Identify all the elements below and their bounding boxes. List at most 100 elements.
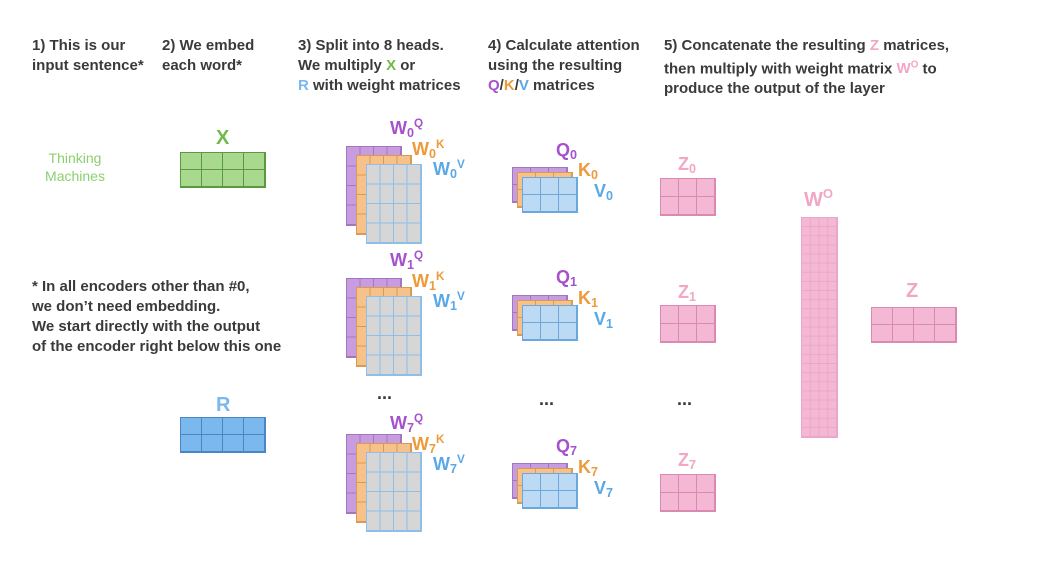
- k-label-head-7: K7: [578, 458, 598, 479]
- o: O: [910, 60, 919, 71]
- step-4-line-1: 4) Calculate attention: [488, 37, 640, 54]
- sup: V: [457, 290, 465, 303]
- q: Q: [556, 436, 571, 456]
- input-sentence: Thinking Machines: [36, 149, 114, 185]
- sub: 7: [450, 462, 458, 477]
- wv-label-head-7: W7V: [433, 454, 465, 476]
- v: V: [594, 181, 607, 201]
- v-label-head-1: V1: [594, 310, 613, 331]
- sub: 7: [407, 421, 415, 436]
- wk-label-head-7: W7K: [412, 434, 444, 456]
- step-4-v-mark: V: [518, 77, 529, 94]
- step-3-caption: 3) Split into 8 heads. We multiply X or …: [298, 36, 461, 96]
- step-4-caption: 4) Calculate attention using the resulti…: [488, 36, 640, 96]
- step-5-caption: 5) Concatenate the resulting Z matrices,…: [664, 36, 949, 99]
- wk-label-head-1: W1K: [412, 271, 444, 293]
- step-4-q-mark: Q: [488, 77, 500, 94]
- sup: V: [457, 453, 465, 466]
- sub: 1: [689, 290, 697, 305]
- q-label-head-0: Q0: [556, 141, 577, 162]
- v-label-head-7: V7: [594, 479, 613, 500]
- sub: 0: [570, 148, 578, 163]
- z-matrix-head-7: [660, 474, 716, 512]
- wv-matrix-head-1: [366, 296, 422, 376]
- wo-label: WO: [804, 187, 833, 210]
- note-line-3: We start directly with the output: [32, 318, 261, 335]
- z: Z: [678, 282, 689, 302]
- k-label-head-1: K1: [578, 289, 598, 310]
- wk-label-head-0: W0K: [412, 139, 444, 161]
- v: V: [594, 478, 607, 498]
- k: K: [578, 288, 591, 308]
- w: W: [433, 291, 450, 312]
- x-label: X: [216, 127, 230, 149]
- input-word-1: Thinking: [48, 150, 102, 166]
- sub: 0: [429, 147, 437, 162]
- step-2-line-1: 2) We embed: [162, 37, 255, 54]
- sub: 1: [606, 317, 614, 332]
- step-5-line-1: 5) Concatenate the resulting Z matrices,: [664, 37, 950, 54]
- sub: 1: [591, 296, 599, 311]
- output-z-matrix: [871, 307, 957, 343]
- step-1-caption: 1) This is our input sentence*: [32, 36, 144, 76]
- sup: Q: [414, 412, 424, 425]
- input-word-2: Machines: [45, 168, 105, 184]
- z-label-head-0: Z0: [678, 155, 696, 176]
- step-3-r-mark: R: [298, 77, 309, 94]
- step-5-z-mark: Z: [869, 37, 880, 54]
- w: W: [412, 271, 429, 292]
- z: Z: [678, 450, 689, 470]
- wv-label-head-1: W1V: [433, 291, 465, 313]
- w: W: [433, 454, 450, 475]
- sub: 7: [570, 444, 578, 459]
- step-4-k-mark: K: [503, 77, 515, 94]
- w: W: [412, 139, 429, 160]
- v-matrix-head-7: [522, 473, 578, 509]
- sup: K: [436, 433, 445, 446]
- sup: K: [436, 270, 445, 283]
- note-line-4: of the encoder right below this one: [32, 338, 282, 355]
- sub: 1: [429, 279, 437, 294]
- step-1-line-2: input sentence*: [32, 57, 144, 74]
- w: W: [390, 118, 407, 139]
- step-5-wo-mark: WO: [897, 60, 919, 77]
- heads-ellipsis-qkv: ...: [539, 389, 555, 409]
- k-label-head-0: K0: [578, 161, 598, 182]
- encoder-note: * In all encoders other than #0, we don’…: [32, 277, 281, 357]
- step-4-line-2: using the resulting: [488, 57, 623, 74]
- slash: /: [499, 77, 504, 94]
- heads-ellipsis-z: ...: [677, 389, 693, 409]
- z: Z: [678, 154, 689, 174]
- sup: V: [457, 158, 465, 171]
- w: W: [896, 60, 911, 78]
- r-encoder-output-matrix: [180, 417, 266, 453]
- w: W: [804, 188, 823, 211]
- q: Q: [556, 140, 571, 160]
- w: W: [390, 413, 407, 434]
- note-line-2: we don’t need embedding.: [32, 298, 221, 315]
- w: W: [390, 250, 407, 271]
- w: W: [433, 159, 450, 180]
- q-label-head-7: Q7: [556, 437, 577, 458]
- wq-label-head-1: W1Q: [390, 250, 423, 272]
- step-3-line-2: We multiply X or: [298, 57, 416, 74]
- slash: /: [514, 77, 519, 94]
- sup: Q: [414, 249, 424, 262]
- step-2-line-2: each word*: [162, 57, 243, 74]
- step-5-line-3: produce the output of the layer: [664, 80, 885, 98]
- sub: 1: [450, 299, 458, 314]
- z-matrix-head-0: [660, 178, 716, 216]
- sub: 7: [429, 442, 437, 457]
- sup: O: [822, 186, 834, 201]
- q: Q: [556, 267, 571, 287]
- sub: 0: [689, 162, 697, 177]
- sup: Q: [414, 117, 424, 130]
- sub: 7: [591, 465, 599, 480]
- sub: 0: [407, 126, 415, 141]
- k: K: [578, 457, 591, 477]
- sub: 1: [570, 275, 578, 290]
- note-line-1: * In all encoders other than #0,: [32, 278, 250, 295]
- sub: 1: [407, 258, 415, 273]
- q-label-head-1: Q1: [556, 268, 577, 289]
